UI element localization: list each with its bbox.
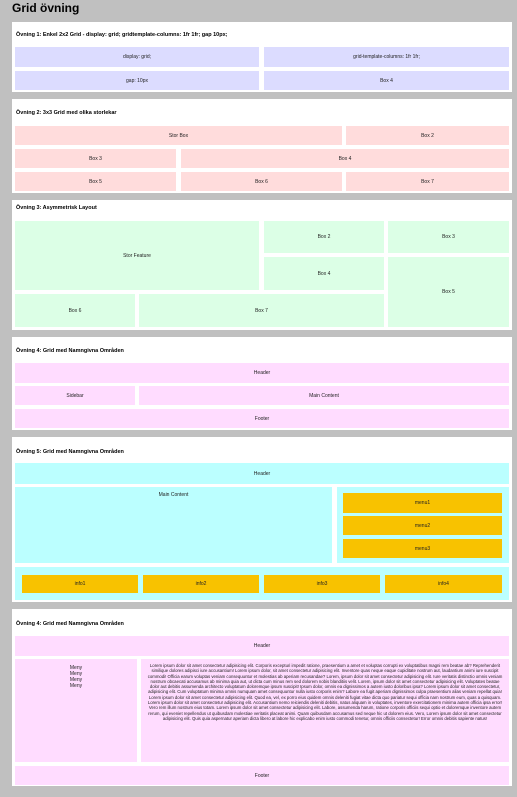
exercise-2: Övning 2: 3x3 Grid med olika storlekar S… (12, 99, 512, 193)
info-item: info1 (22, 575, 138, 593)
exercise-6: Övning 4: Grid med Namngivna Områden Hea… (12, 609, 512, 786)
grid-box: Box 6 (15, 294, 135, 327)
grid-box: Box 5 (15, 172, 176, 191)
menu-item: menu2 (343, 516, 502, 535)
grid-box: display: grid; (15, 47, 259, 67)
exercise-3: Övning 3: Asymmetrisk Layout Stor Featur… (12, 200, 512, 330)
heading: Övning 4: Grid med Namngivna Områden (16, 621, 124, 627)
menu-item: menu3 (343, 539, 502, 558)
grid-box: grid-template-columns: 1fr 1fr; (264, 47, 509, 67)
menu-entry: Meny (69, 677, 83, 683)
grid-box: Box 2 (264, 221, 384, 253)
sidebar-area: Sidebar (15, 386, 135, 405)
grid-box: Box 7 (346, 172, 509, 191)
menu-item: menu1 (343, 493, 502, 513)
heading: Övning 1: Enkel 2x2 Grid - display: grid… (16, 32, 228, 38)
menu-entry: Meny (69, 671, 83, 677)
content-text: Lorem ipsum dolor sit amet consectetur a… (141, 659, 509, 762)
grid-box: Box 6 (181, 172, 342, 191)
heading: Övning 3: Asymmetrisk Layout (16, 205, 97, 211)
header-area: Header (15, 363, 509, 383)
footer-area: Footer (15, 409, 509, 428)
grid-box: Box 4 (264, 257, 384, 290)
header-area: Header (15, 636, 509, 656)
info-item: info4 (385, 575, 502, 593)
exercise-5: Övning 5: Grid med Namngivna Områden Hea… (12, 437, 512, 602)
info-item: info3 (264, 575, 380, 593)
main-area: Main Content (15, 487, 332, 563)
grid-box: Box 4 (264, 71, 509, 90)
menu-entry: Meny (69, 683, 83, 689)
grid-box: Box 5 (388, 257, 509, 327)
exercise-4: Övning 4: Grid med Namngivna Områden Hea… (12, 337, 512, 430)
main-area: Main Content (139, 386, 509, 405)
grid-box: Box 3 (388, 221, 509, 253)
header-area: Header (15, 463, 509, 484)
grid-box: Box 7 (139, 294, 384, 327)
grid-box: Box 3 (15, 149, 176, 168)
heading: Övning 4: Grid med Namngivna Områden (16, 348, 124, 354)
menu-column: Meny Meny Meny Meny (15, 659, 137, 762)
grid-box: Stor Feature (15, 221, 259, 290)
grid-box: Stor Box (15, 126, 342, 145)
heading: Övning 2: 3x3 Grid med olika storlekar (16, 110, 117, 116)
page-title: Grid övning (12, 1, 80, 15)
grid-box: Box 4 (181, 149, 509, 168)
info-item: info2 (143, 575, 259, 593)
footer-area: Footer (15, 766, 509, 785)
heading: Övning 5: Grid med Namngivna Områden (16, 449, 124, 455)
grid-box: Box 2 (346, 126, 509, 145)
grid-box: gap: 10px (15, 71, 259, 90)
exercise-1: Övning 1: Enkel 2x2 Grid - display: grid… (12, 22, 512, 92)
menu-entry: Meny (69, 665, 83, 671)
